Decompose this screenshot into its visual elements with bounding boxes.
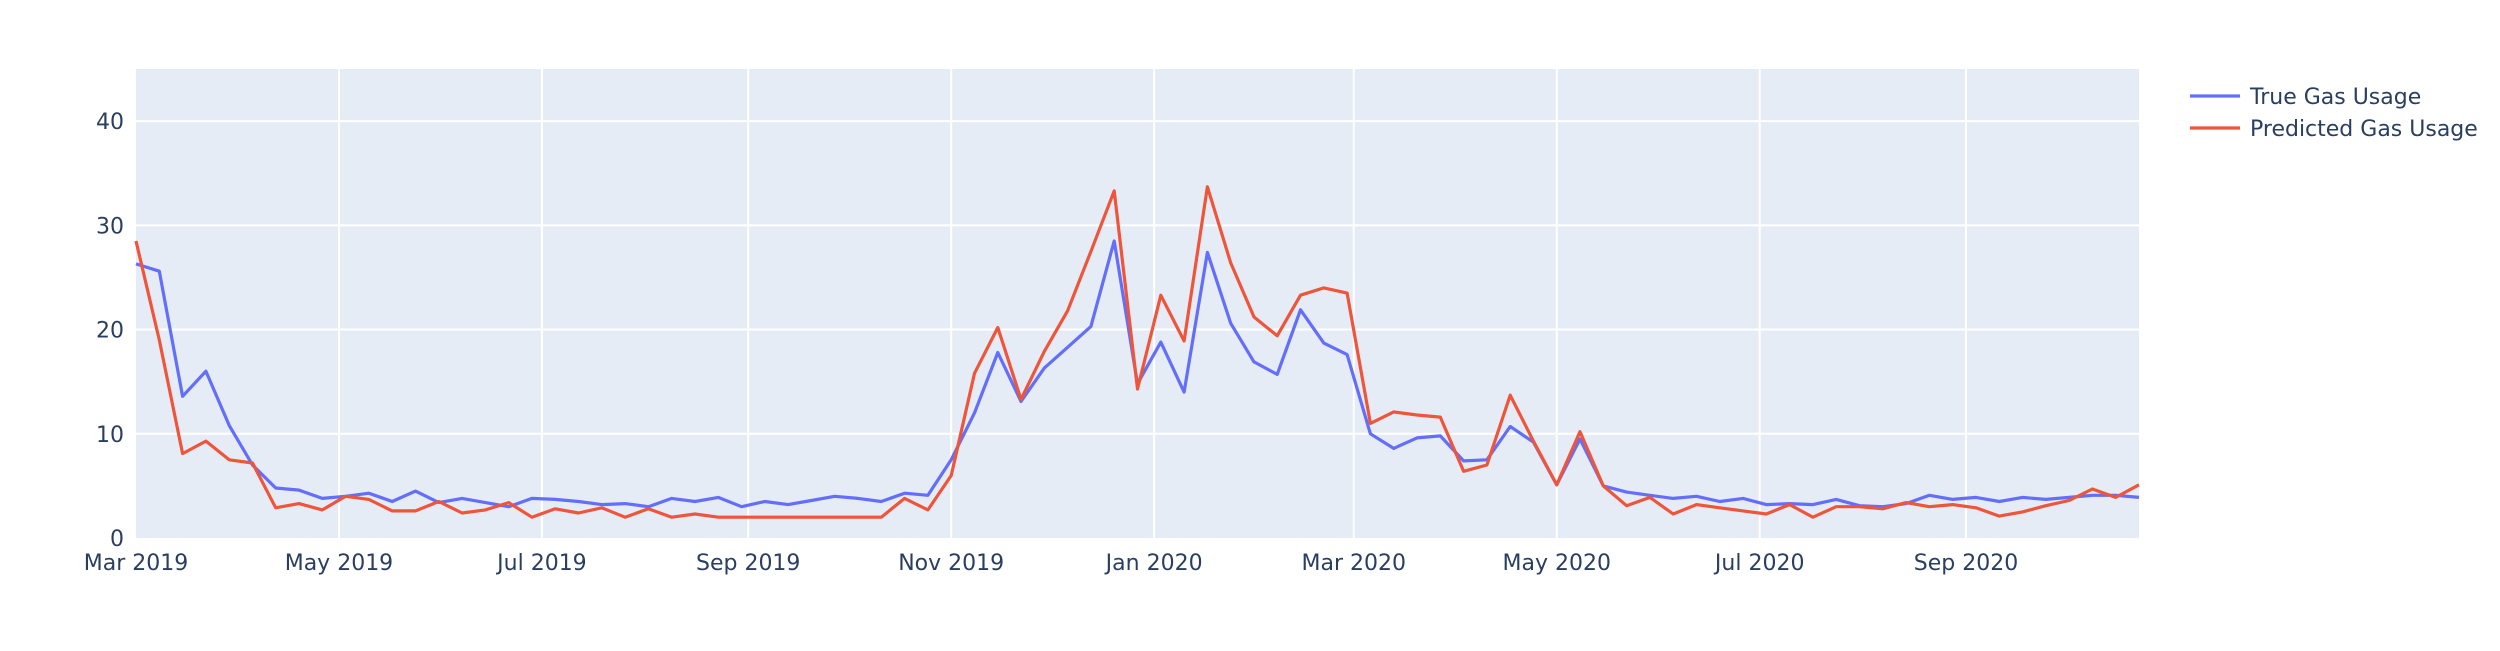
x-tick-label: May 2020 [1502, 551, 1610, 576]
x-tick-label: Jul 2020 [1713, 551, 1805, 576]
legend-label: True Gas Usage [2249, 85, 2421, 110]
x-tick-label: Jul 2019 [495, 551, 587, 576]
y-tick-label: 30 [96, 214, 124, 239]
x-axis: Mar 2019 May 2019 Jul 2019 Sep 2019 Nov 2019… [84, 551, 2018, 576]
x-tick-label: Mar 2020 [1302, 551, 1407, 576]
y-tick-label: 20 [96, 319, 124, 344]
legend-item[interactable]: True Gas Usage [2190, 85, 2421, 110]
x-tick-label: May 2019 [285, 551, 393, 576]
x-tick-label: Jan 2020 [1104, 551, 1203, 576]
y-axis: 0 10 20 30 40 [96, 110, 124, 552]
x-tick-label: Nov 2019 [898, 551, 1004, 576]
series-line-predicted-gas-usage [134, 185, 2140, 519]
gridlines [136, 69, 2139, 538]
legend-item[interactable]: Predicted Gas Usage [2190, 117, 2478, 142]
y-tick-label: 0 [110, 527, 124, 552]
series-lines [134, 185, 2140, 519]
plot-background [136, 69, 2139, 538]
legend[interactable]: True Gas Usage Predicted Gas Usage [2190, 85, 2478, 142]
y-tick-label: 40 [96, 110, 124, 135]
legend-label: Predicted Gas Usage [2250, 117, 2478, 142]
x-tick-label: Mar 2019 [84, 551, 189, 576]
y-tick-label: 10 [96, 423, 124, 448]
x-tick-label: Sep 2019 [696, 551, 800, 576]
x-tick-label: Sep 2020 [1914, 551, 2018, 576]
